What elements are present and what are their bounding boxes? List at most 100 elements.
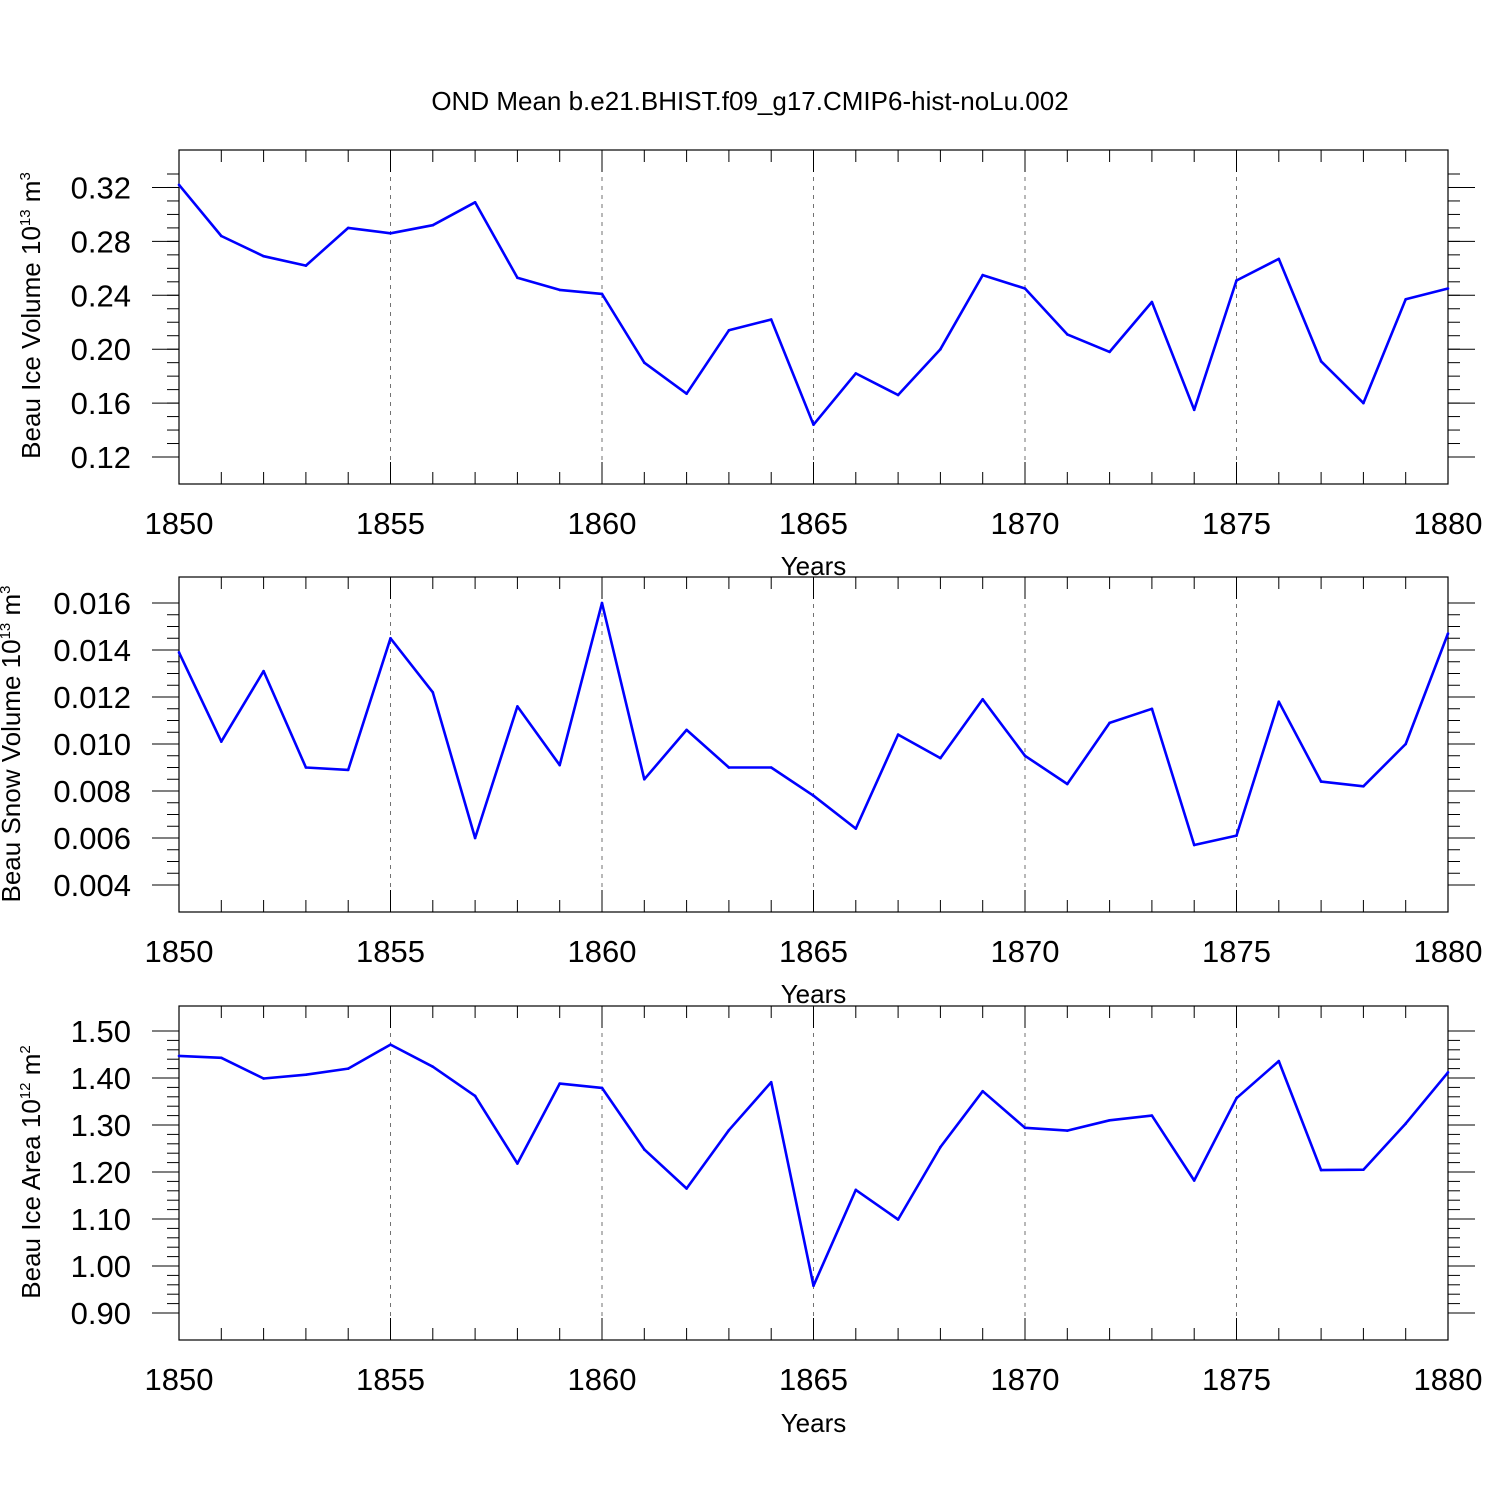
y-axis-title-text: Beau Snow Volume 10 <box>0 639 26 902</box>
y-axis-title-text: Beau Ice Area 10 <box>16 1099 46 1298</box>
data-point <box>516 705 519 708</box>
x-tick-label: 1850 <box>145 1362 214 1397</box>
y-tick-label: 0.28 <box>71 224 131 259</box>
data-point <box>854 827 858 830</box>
data-point <box>600 292 604 296</box>
chart-panel-1: 0.12 0.16 0.20 0.24 0.28 0.32 1850 1855 1860 1865… <box>16 149 1483 581</box>
data-point <box>685 392 688 395</box>
x-tick-label: 1860 <box>568 1362 637 1397</box>
data-point <box>304 264 308 267</box>
data-point <box>1192 843 1196 847</box>
chart-panel-2: 0.004 0.006 0.008 0.010 0.012 0.014 0.016 1850 1… <box>0 576 1483 1009</box>
data-point <box>1404 1122 1407 1125</box>
data-point <box>1362 785 1365 788</box>
x-tick-label: 1880 <box>1414 506 1483 541</box>
data-point <box>431 1065 435 1069</box>
data-point <box>769 318 773 321</box>
y-tick-label: 0.014 <box>53 633 131 668</box>
data-point <box>896 1218 900 1221</box>
data-point <box>600 601 604 605</box>
data-point <box>727 766 731 769</box>
data-point <box>1192 1179 1196 1182</box>
data-point <box>854 1188 858 1192</box>
x-tick-label: 1865 <box>779 934 848 969</box>
y-axis-title-exponent: 13 <box>0 623 14 640</box>
x-tick-label: 1870 <box>991 1362 1060 1397</box>
y-tick-label: 0.004 <box>53 868 131 903</box>
y-axis-title: Beau Ice Area 1012 m2 <box>16 1045 46 1298</box>
y-tick-label: 0.006 <box>53 821 131 856</box>
y-tick-label: 1.30 <box>71 1108 131 1143</box>
x-tick-label: 1870 <box>991 934 1060 969</box>
data-point <box>220 740 223 743</box>
data-point <box>1446 287 1450 290</box>
data-point <box>473 836 477 840</box>
data-point <box>1150 707 1154 711</box>
data-point <box>1277 700 1281 703</box>
y-tick-label: 0.016 <box>53 586 131 621</box>
data-point <box>727 1128 731 1132</box>
data-point <box>769 1080 773 1084</box>
y-axis-title-exponent: 12 <box>17 1083 34 1100</box>
data-point <box>1066 1129 1069 1132</box>
data-point <box>304 1073 308 1077</box>
y-tick-label: 1.20 <box>71 1155 131 1190</box>
data-point <box>431 223 435 227</box>
x-tick-label: 1855 <box>356 934 425 969</box>
x-tick-label: 1875 <box>1202 1362 1271 1397</box>
data-point <box>1446 1071 1450 1074</box>
data-point <box>1066 782 1069 786</box>
data-point <box>262 254 265 258</box>
data-point <box>177 1054 181 1058</box>
y-tick-label: 0.012 <box>53 680 131 715</box>
y-axis-title-unit-exponent: 3 <box>17 172 34 180</box>
x-tick-label: 1865 <box>779 506 848 541</box>
data-point <box>558 288 561 292</box>
data-point <box>1404 742 1407 746</box>
y-axis-title: Beau Ice Volume 1013 m3 <box>16 172 46 459</box>
data-point <box>389 231 392 235</box>
data-point <box>389 636 392 640</box>
x-tick-label: 1850 <box>145 934 214 969</box>
data-point <box>981 698 984 701</box>
y-tick-label: 0.20 <box>71 332 131 367</box>
y-tick-label: 0.12 <box>71 440 131 475</box>
y-axis-title-exponent: 13 <box>17 209 34 226</box>
x-tick-label: 1870 <box>991 506 1060 541</box>
data-point <box>1277 257 1281 261</box>
data-point <box>1404 298 1407 301</box>
x-tick-label: 1880 <box>1414 934 1483 969</box>
data-point <box>389 1043 392 1046</box>
data-point <box>685 728 688 732</box>
data-point <box>685 1187 688 1190</box>
y-tick-label: 0.16 <box>71 386 131 421</box>
data-point <box>1150 300 1154 304</box>
data-point <box>981 273 984 277</box>
data-point <box>1108 1119 1111 1122</box>
data-point <box>643 361 646 364</box>
y-tick-label: 0.24 <box>71 278 131 313</box>
x-axis-title: Years <box>781 1408 847 1438</box>
y-axis-title-unit: m <box>16 1054 46 1083</box>
y-axis-title-unit-exponent: 2 <box>17 1045 34 1053</box>
data-point <box>981 1089 984 1093</box>
data-point <box>896 393 900 397</box>
x-tick-label: 1865 <box>779 1362 848 1397</box>
data-point <box>1192 408 1196 412</box>
data-point <box>854 372 858 375</box>
data-point <box>1319 1168 1323 1172</box>
data-point <box>1023 1126 1027 1130</box>
data-point <box>304 766 308 769</box>
chart-title: OND Mean b.e21.BHIST.f09_g17.CMIP6-hist-… <box>431 86 1068 116</box>
data-point <box>1108 350 1111 354</box>
data-point <box>643 777 646 781</box>
x-tick-label: 1880 <box>1414 1362 1483 1397</box>
x-tick-label: 1860 <box>568 506 637 541</box>
y-tick-label: 1.50 <box>71 1014 131 1049</box>
data-point <box>1108 721 1111 725</box>
x-tick-label: 1860 <box>568 934 637 969</box>
data-point <box>473 1094 477 1098</box>
data-point <box>473 201 477 204</box>
data-point <box>516 1162 519 1165</box>
data-point <box>1362 1168 1365 1171</box>
